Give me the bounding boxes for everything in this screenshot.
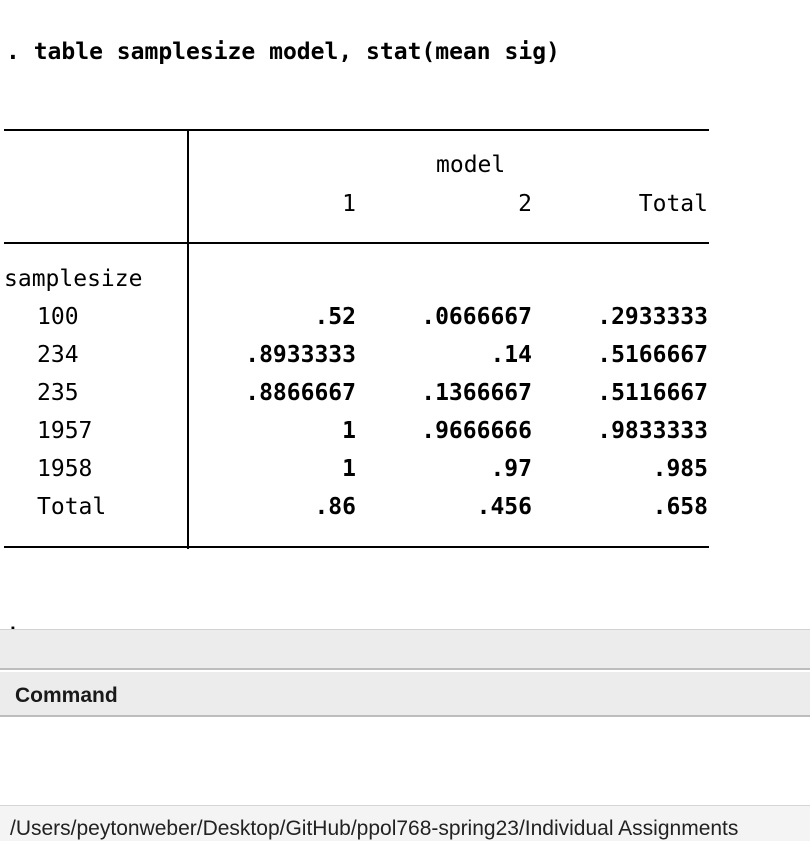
row-label: 1957 bbox=[37, 418, 93, 444]
table-cell: .456 bbox=[476, 494, 532, 520]
table-cell: .8933333 bbox=[245, 342, 356, 368]
row-label: 100 bbox=[37, 304, 79, 330]
table-cell: .5166667 bbox=[597, 342, 708, 368]
row-label: 234 bbox=[37, 342, 79, 368]
col-header-total: Total bbox=[638, 191, 708, 217]
results-prompt: . bbox=[6, 610, 20, 629]
table-cell: .985 bbox=[652, 456, 708, 482]
table-cell: 1 bbox=[342, 418, 356, 444]
col-header-2: 2 bbox=[518, 191, 532, 217]
table-cell: .97 bbox=[490, 456, 532, 482]
row-var-label: samplesize bbox=[4, 266, 143, 292]
table-cell: .86 bbox=[314, 494, 356, 520]
table-cell: .5116667 bbox=[597, 380, 708, 406]
table-cell: .9833333 bbox=[597, 418, 708, 444]
table-bottom-rule bbox=[4, 546, 709, 548]
table-cell: .2933333 bbox=[597, 304, 708, 330]
col-header-1: 1 bbox=[342, 191, 356, 217]
command-echo: . table samplesize model, stat(mean sig) bbox=[6, 39, 560, 65]
table-cell: .0666667 bbox=[421, 304, 532, 330]
table-cell: .9666666 bbox=[421, 418, 532, 444]
row-label: 235 bbox=[37, 380, 79, 406]
table-cell: 1 bbox=[342, 456, 356, 482]
table-vertical-rule bbox=[187, 129, 189, 549]
row-label: 1958 bbox=[37, 456, 93, 482]
results-pane: . table samplesize model, stat(mean sig)… bbox=[4, 39, 709, 629]
command-pane-header: Command bbox=[0, 672, 810, 717]
status-bar: /Users/peytonweber/Desktop/GitHub/ppol76… bbox=[0, 805, 810, 841]
table-cell: .14 bbox=[490, 342, 532, 368]
command-pane-title: Command bbox=[15, 684, 118, 707]
pane-splitter[interactable] bbox=[0, 629, 810, 670]
command-input[interactable] bbox=[0, 717, 810, 805]
table-cell: .8866667 bbox=[245, 380, 356, 406]
table-header-rule bbox=[4, 242, 709, 244]
table-cell: .1366667 bbox=[421, 380, 532, 406]
col-group-header: model bbox=[436, 152, 506, 178]
table-top-rule bbox=[4, 129, 709, 131]
table-cell: .52 bbox=[314, 304, 356, 330]
table-cell: .658 bbox=[652, 494, 708, 520]
row-label: Total bbox=[37, 494, 107, 520]
working-directory-path: /Users/peytonweber/Desktop/GitHub/ppol76… bbox=[10, 817, 739, 840]
